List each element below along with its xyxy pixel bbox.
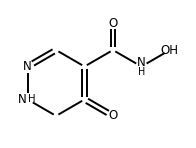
Text: H: H <box>138 67 145 77</box>
Text: N: N <box>137 56 146 69</box>
Text: H: H <box>28 94 36 104</box>
Text: OH: OH <box>161 44 179 57</box>
Text: O: O <box>108 109 118 122</box>
Text: O: O <box>108 17 118 30</box>
Text: N: N <box>18 93 27 106</box>
Text: N: N <box>23 60 32 73</box>
